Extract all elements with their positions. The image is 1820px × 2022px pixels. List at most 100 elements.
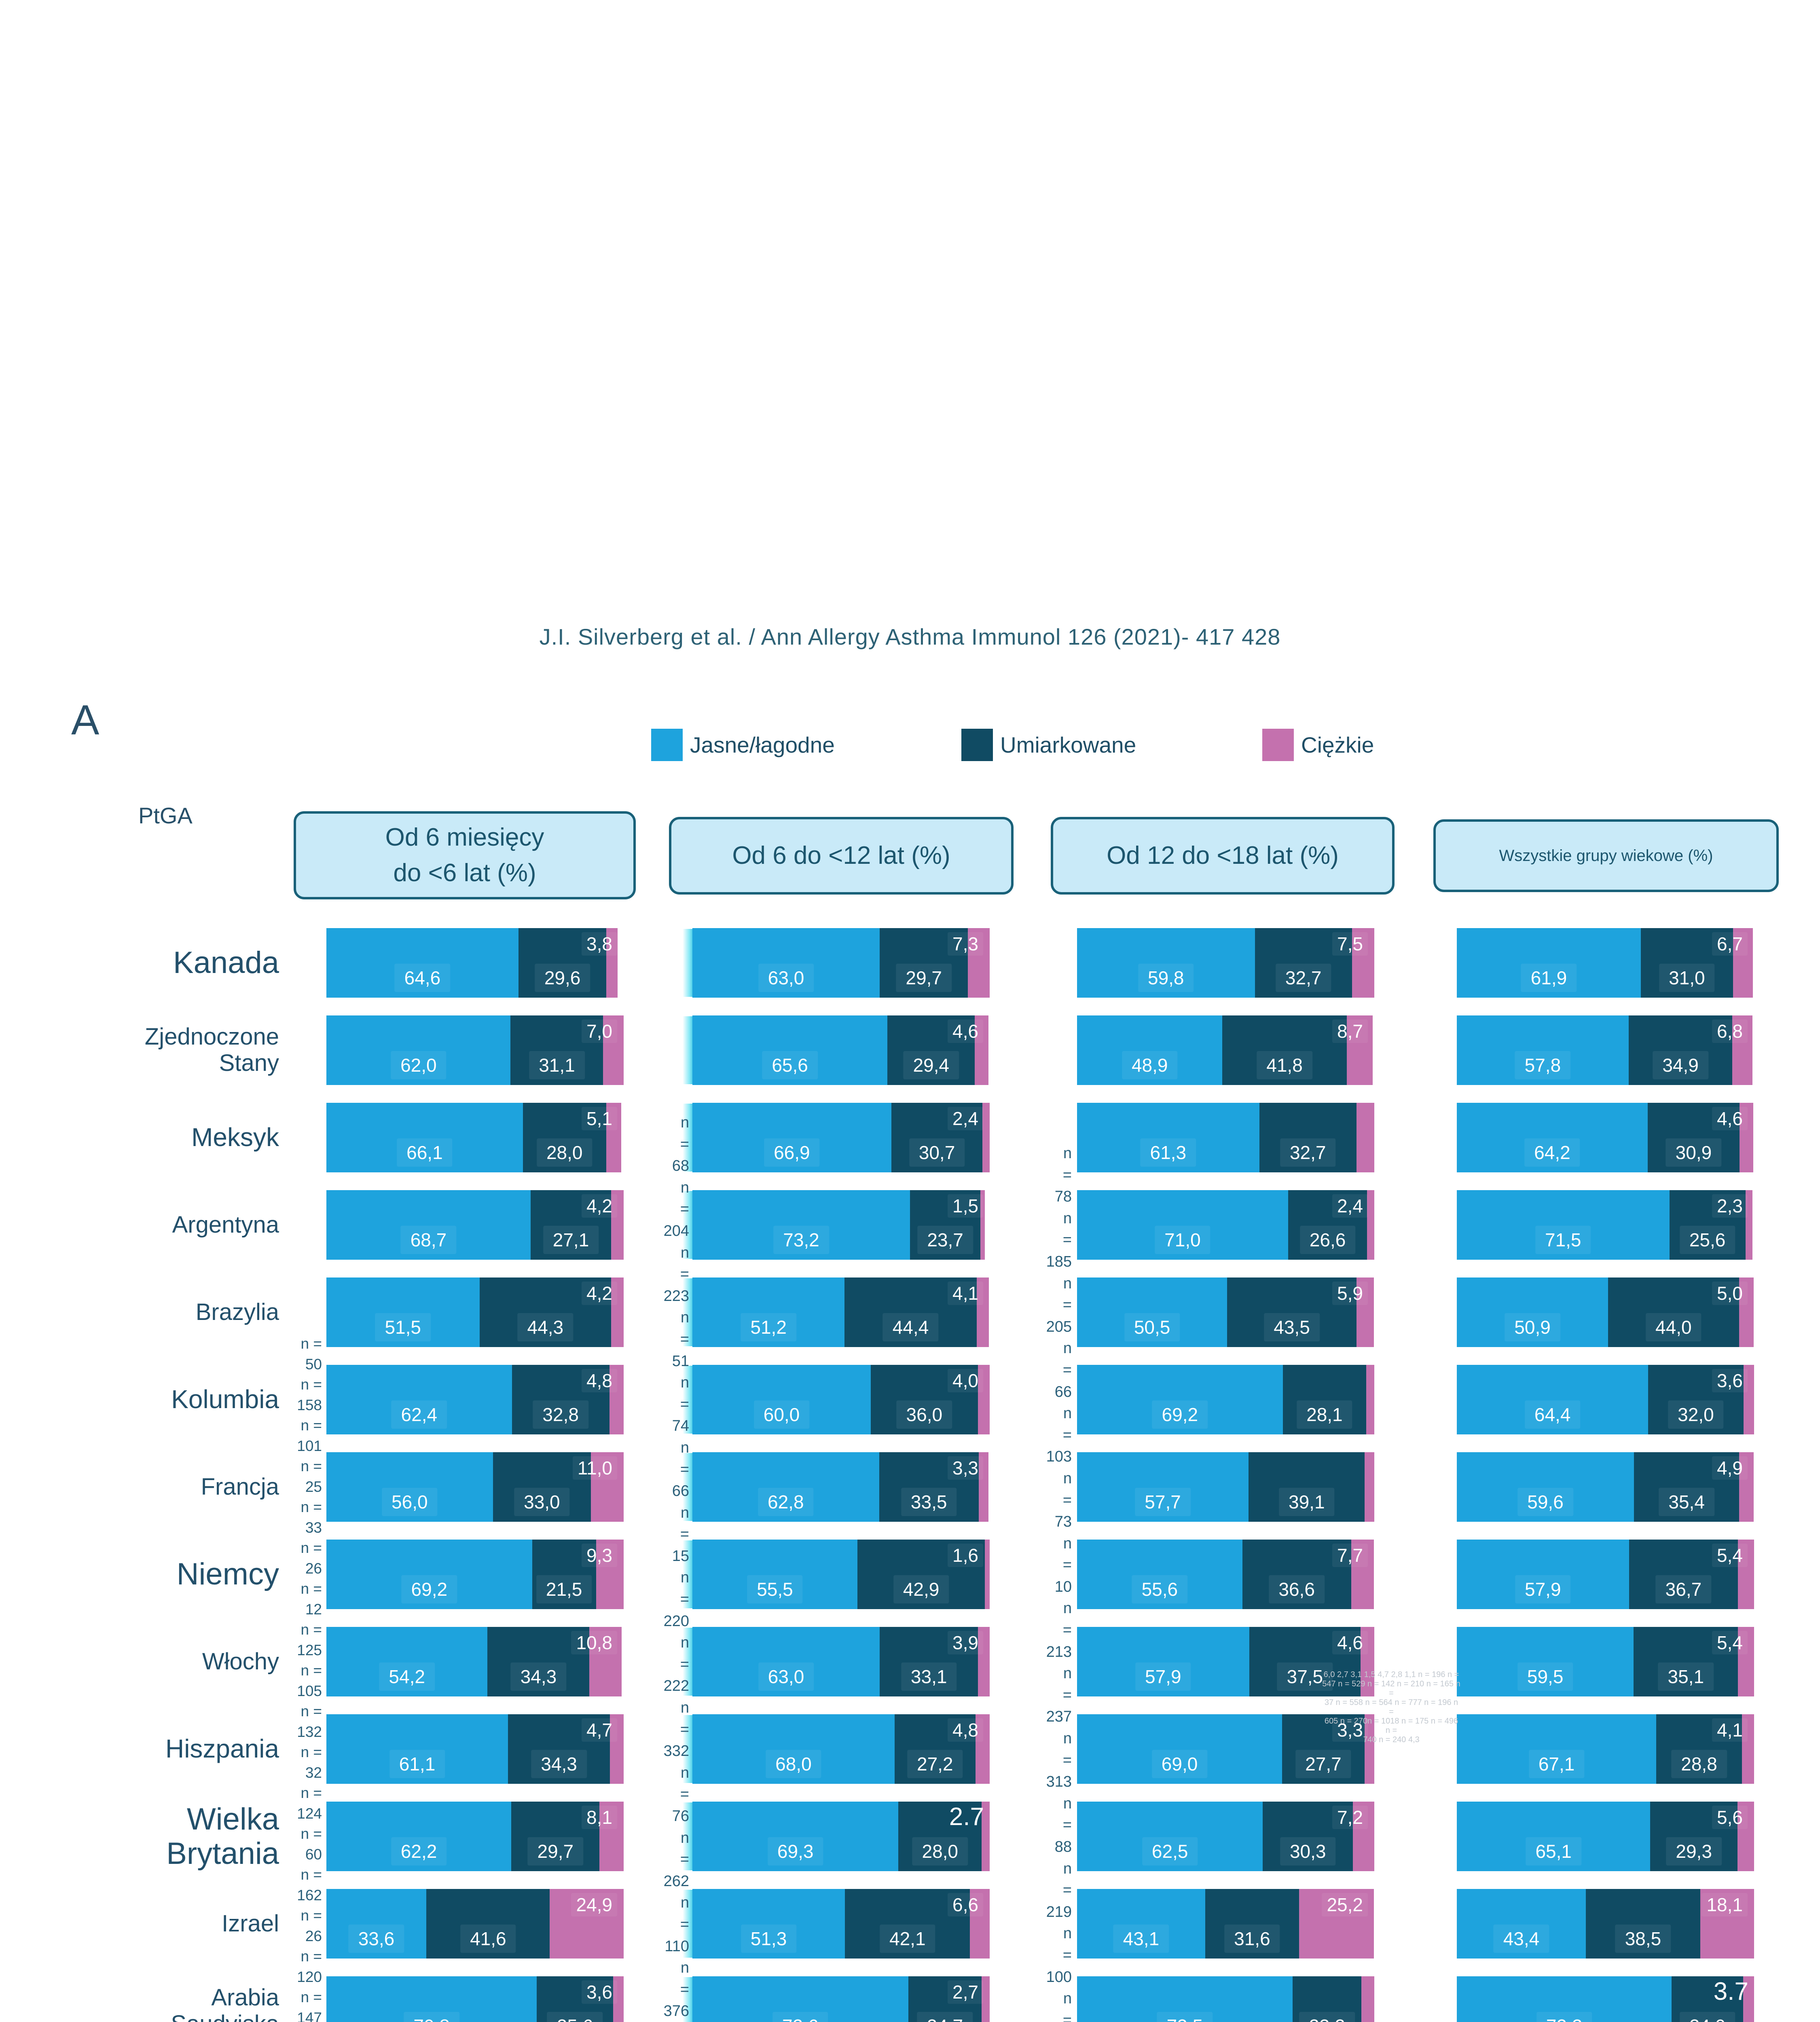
value-label-severe: 6,8	[1712, 1019, 1748, 1043]
legend-swatch-mild-icon	[651, 729, 683, 761]
bar-segment-severe	[1299, 1889, 1374, 1959]
value-label-mild: 64,4	[1524, 1400, 1581, 1429]
bar-segment-severe	[1738, 1540, 1754, 1609]
value-label-moderate: 25,6	[547, 2012, 603, 2022]
bar-segment-moderate	[887, 1015, 975, 1085]
value-label-mild: 50,5	[1124, 1313, 1180, 1341]
value-label-moderate: 25,6	[1679, 1226, 1735, 1254]
bar-segment-severe	[603, 1015, 624, 1085]
stacked-bar: 57,7 39,1	[1077, 1452, 1374, 1522]
bar-segment-moderate	[1634, 1627, 1738, 1696]
legend: Jasne/łagodne Umiarkowane Ciężkie	[0, 729, 1820, 763]
value-label-mild: 61,1	[389, 1750, 445, 1778]
bar-segment-severe	[1364, 1714, 1374, 1784]
bar-segment-severe	[606, 1103, 622, 1172]
value-label-mild: 60,0	[753, 1400, 810, 1429]
bar-segment-moderate	[844, 1277, 977, 1347]
bar-segment-moderate	[845, 1889, 970, 1959]
value-label-severe: 1,5	[948, 1194, 983, 1218]
bar-segment-moderate	[879, 1452, 979, 1522]
stacked-bar: 63,0 33,1 3,9	[683, 1627, 990, 1696]
value-label-severe: 7,2	[1332, 1806, 1368, 1829]
value-label-moderate: 42,1	[880, 1925, 935, 1953]
stacked-bar: 66,9 30,7 2,4	[683, 1103, 990, 1172]
value-label-severe: 2,3	[1712, 1194, 1748, 1218]
bar-segment-mild	[1457, 1365, 1649, 1434]
country-label: Arabia Saudyjska	[171, 1984, 279, 2022]
stacked-bar: 61,1 34,3 4,7	[326, 1714, 624, 1784]
value-label-severe: 4,6	[1332, 1631, 1368, 1654]
value-label-severe: 6,6	[948, 1893, 983, 1916]
value-label-mild: 43,4	[1493, 1925, 1549, 1953]
bar-segment-mild	[1457, 1277, 1608, 1347]
render-artifact-strip	[683, 1890, 692, 1958]
bar-segment-moderate	[891, 1103, 983, 1172]
stacked-bar: 72,6 24,7 2,7	[683, 1976, 990, 2022]
legend-label-mild: Jasne/łagodne	[690, 732, 835, 757]
value-label-moderate: 36,6	[1269, 1575, 1325, 1603]
value-label-severe: 3,6	[582, 1980, 617, 2004]
value-label-moderate: 29,7	[527, 1837, 584, 1865]
value-label-mild: 62,8	[758, 1488, 814, 1516]
bar-segment-mild	[326, 1976, 537, 2022]
stacked-bar: 68,7 27,1 4,2	[326, 1190, 624, 1260]
paper-citation: J.I. Silverberg et al. / Ann Allergy Ast…	[539, 624, 1281, 649]
value-label-mild: 59,8	[1138, 964, 1194, 992]
value-label-severe: 24,9	[571, 1893, 617, 1916]
bar-segment-moderate	[1227, 1277, 1357, 1347]
bar-segment-severe	[1700, 1889, 1754, 1959]
bar-segment-severe	[982, 1976, 990, 2022]
bar-segment-moderate	[1647, 1103, 1740, 1172]
value-label-severe: 3,3	[1332, 1718, 1368, 1742]
bar-segment-mild	[692, 1277, 845, 1347]
ptga-axis-label: PtGA	[138, 803, 193, 828]
bar-segment-severe	[1732, 1015, 1753, 1085]
bar-segment-mild	[692, 1802, 899, 1871]
value-label-severe: 10,8	[571, 1631, 617, 1654]
value-label-moderate: 31,1	[529, 1051, 585, 1079]
bar-segment-severe	[1745, 1190, 1752, 1260]
value-label-severe: 3,9	[948, 1631, 983, 1654]
value-label-moderate: 30,7	[909, 1138, 965, 1167]
bar-segment-moderate	[518, 928, 607, 998]
bar-segment-mild	[1457, 1540, 1629, 1609]
bar-segment-mild	[1077, 1540, 1242, 1609]
value-label-mild: 57,9	[1135, 1662, 1191, 1691]
value-label-mild: 61,9	[1521, 964, 1577, 992]
stacked-bar: 64,6 29,6 3,8	[326, 928, 624, 998]
bar-segment-moderate	[1259, 1103, 1357, 1172]
country-label: Zjednoczone Stany	[144, 1024, 279, 1076]
bar-segment-mild	[1457, 1015, 1629, 1085]
bar-segment-severe	[970, 1889, 990, 1959]
value-label-moderate: 35,4	[1659, 1488, 1714, 1516]
bar-segment-mild	[1457, 1452, 1634, 1522]
value-label-moderate: 34,9	[1653, 1051, 1708, 1079]
value-label-mild: 54,2	[379, 1662, 435, 1691]
bar-segment-severe	[985, 1540, 990, 1609]
bar-segment-severe	[1742, 1714, 1754, 1784]
bar-segment-severe	[1738, 1627, 1754, 1696]
bar-segment-moderate	[898, 1802, 982, 1871]
stacked-bar: 51,5 44,3 4,2	[326, 1277, 624, 1347]
country-label: Francja	[201, 1473, 279, 1500]
stacked-bar: 56,0 33,0 11,0	[326, 1452, 624, 1522]
stacked-bar: 57,9 37,5 4,6	[1077, 1627, 1374, 1696]
stacked-bar: 55,5 42,9 1,6	[683, 1540, 990, 1609]
value-label-severe: 4,2	[582, 1194, 617, 1218]
bar-segment-severe	[609, 1714, 624, 1784]
bar-segment-mild	[692, 1015, 888, 1085]
bar-segment-moderate	[1288, 1190, 1367, 1260]
stacked-bar: 48,9 41,8 8,7	[1077, 1015, 1374, 1085]
value-label-mild: 64,6	[394, 964, 451, 992]
bar-segment-mild	[1457, 1889, 1586, 1959]
bar-segment-mild	[326, 1540, 532, 1609]
value-label-mild: 56,0	[382, 1488, 438, 1516]
bar-segment-moderate	[1634, 1452, 1740, 1522]
bar-segment-moderate	[532, 1540, 596, 1609]
stacked-bar: 59,6 35,4 4,9	[1457, 1452, 1754, 1522]
value-label-mild: 33,6	[348, 1925, 404, 1953]
stacked-bar: 65,1 29,3 5,6	[1457, 1802, 1754, 1871]
value-label-mild: 63,0	[758, 964, 814, 992]
bar-segment-mild	[1077, 1103, 1259, 1172]
stacked-bar: 50,9 44,0 5,0	[1457, 1277, 1754, 1347]
